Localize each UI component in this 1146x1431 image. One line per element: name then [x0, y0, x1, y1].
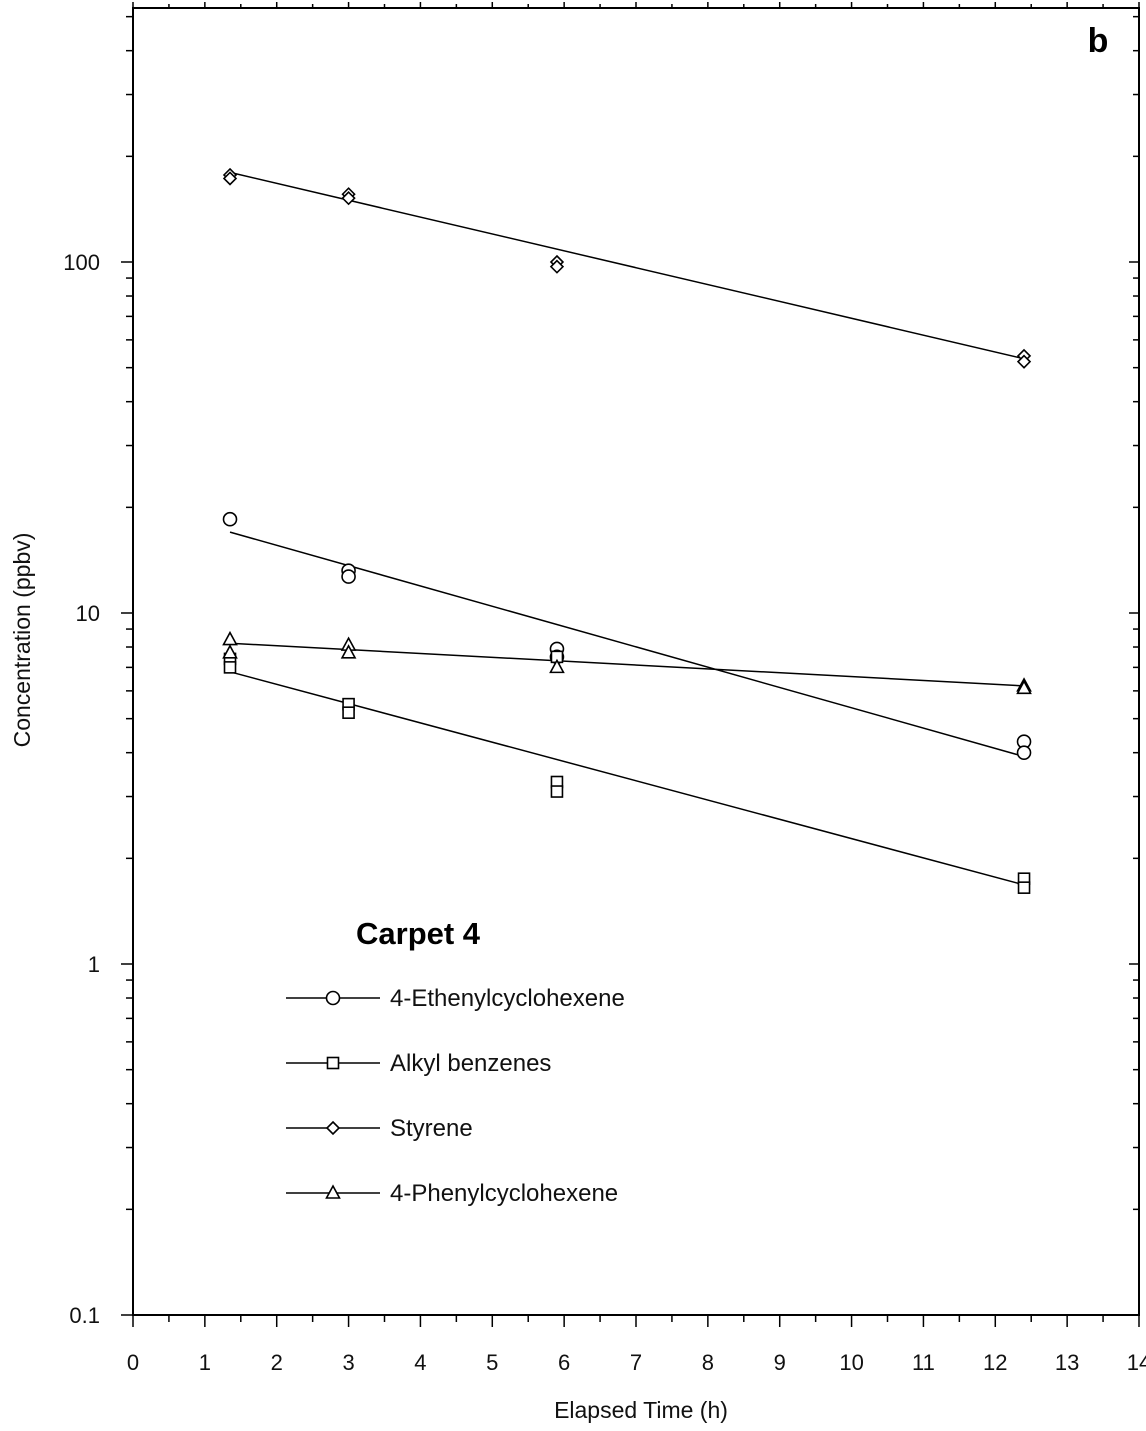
x-tick-label: 11	[912, 1350, 935, 1375]
x-tick-label: 10	[839, 1350, 863, 1375]
data-point-diamond	[1016, 354, 1032, 369]
legend-marker-circle	[325, 990, 341, 1006]
data-point-square	[1017, 881, 1031, 894]
panel-letter: b	[1088, 22, 1109, 60]
x-tick-label: 6	[558, 1350, 570, 1375]
y-tick-label: 0.1	[69, 1303, 100, 1328]
fit-line	[229, 171, 1025, 360]
fit-line	[229, 671, 1025, 886]
x-tick-label: 13	[1055, 1350, 1079, 1375]
legend-label: 4-Ethenylcyclohexene	[390, 985, 625, 1012]
x-tick-label: 14	[1127, 1350, 1146, 1375]
x-tick-label: 9	[774, 1350, 786, 1375]
legend-marker-diamond	[325, 1120, 341, 1136]
y-tick-label: 100	[63, 250, 100, 275]
data-point-diamond	[341, 191, 356, 206]
x-tick-label: 4	[414, 1350, 426, 1375]
x-tick-label: 1	[199, 1350, 211, 1375]
data-point-triangle	[340, 644, 357, 659]
fit-line	[229, 642, 1025, 687]
legend-label: Alkyl benzenes	[390, 1050, 551, 1077]
legend-label: Styrene	[390, 1115, 473, 1142]
y-tick-label: 10	[76, 601, 100, 626]
data-point-diamond	[222, 171, 238, 186]
data-point-square	[550, 785, 564, 798]
y-axis-title: Concentration (ppbv)	[9, 533, 35, 748]
legend-label: 4-Phenylcyclohexene	[390, 1180, 618, 1207]
axis-ticks	[121, 2, 1140, 1327]
plot-frame	[132, 7, 1140, 1316]
data-points	[222, 167, 1032, 894]
x-tick-label: 8	[702, 1350, 714, 1375]
data-point-circle	[341, 569, 356, 584]
y-tick-label: 1	[88, 952, 100, 977]
legend-marker-square	[326, 1056, 340, 1070]
data-point-triangle	[549, 658, 565, 674]
data-point-square	[223, 661, 237, 674]
x-tick-label: 7	[630, 1350, 642, 1375]
fit-line	[229, 531, 1025, 758]
legend: Carpet 4 4-Ethenylcyclohexene Alkyl benze…	[286, 916, 625, 1207]
x-tick-label: 0	[127, 1350, 139, 1375]
data-point-diamond	[549, 259, 565, 274]
legend-title: Carpet 4	[356, 916, 481, 951]
x-tick-label: 2	[271, 1350, 283, 1375]
fit-lines	[229, 171, 1025, 886]
data-point-triangle	[1016, 679, 1032, 695]
x-axis-title: Elapsed Time (h)	[554, 1397, 728, 1423]
x-tick-label: 12	[983, 1350, 1007, 1375]
data-point-circle	[222, 511, 238, 527]
data-point-triangle	[222, 630, 238, 646]
data-point-circle	[1016, 745, 1032, 760]
legend-marker-triangle	[325, 1184, 341, 1199]
data-point-triangle	[222, 644, 238, 659]
x-tick-label: 5	[486, 1350, 498, 1375]
x-tick-label: 3	[342, 1350, 354, 1375]
data-point-square	[342, 706, 355, 719]
